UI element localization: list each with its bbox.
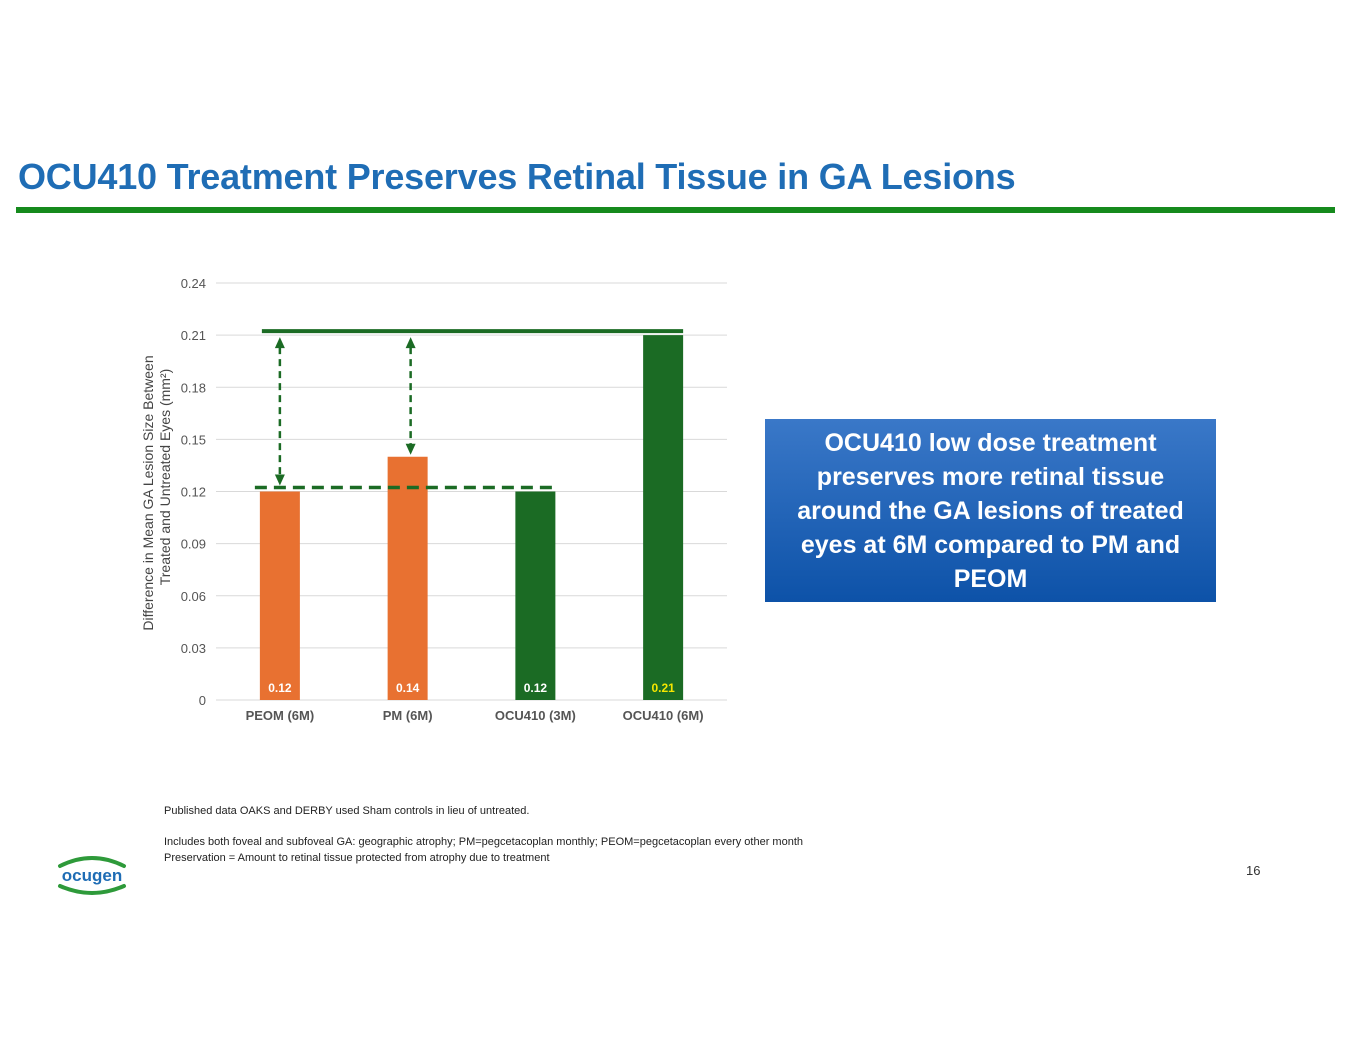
arrowhead-up <box>274 337 285 349</box>
y-tick-label: 0.09 <box>181 537 206 552</box>
y-tick-label: 0.12 <box>181 485 206 500</box>
x-tick-label: OCU410 (6M) <box>623 708 704 723</box>
y-tick-label: 0 <box>199 693 206 708</box>
bar <box>387 456 428 700</box>
footnote-1: Published data OAKS and DERBY used Sham … <box>164 805 530 817</box>
bar <box>643 335 684 700</box>
data-label: 0.12 <box>524 681 548 695</box>
title-divider <box>16 207 1335 213</box>
footnote-3: Preservation = Amount to retinal tissue … <box>164 852 550 864</box>
y-tick-label: 0.24 <box>181 276 206 291</box>
slide-title: OCU410 Treatment Preserves Retinal Tissu… <box>18 156 1016 197</box>
gridlines <box>216 282 727 701</box>
ocugen-logo: ocugen <box>58 856 126 895</box>
y-axis-label-line-1: Difference in Mean GA Lesion Size Betwee… <box>140 355 156 630</box>
y-tick-label: 0.18 <box>181 380 206 395</box>
x-tick-label: PEOM (6M) <box>246 708 315 723</box>
bars <box>259 335 684 700</box>
labels: 0 0.03 0.06 0.09 0.12 0.15 0.18 0.21 0.24 0.12 PEO… <box>181 276 704 723</box>
y-tick-label: 0.15 <box>181 432 206 447</box>
y-tick-label: 0.21 <box>181 328 206 343</box>
y-axis-label-line-2: Treated and Untreated Eyes (mm²) <box>157 369 173 586</box>
y-tick-label: 0.03 <box>181 641 206 656</box>
data-label: 0.14 <box>396 681 420 695</box>
x-tick-label: OCU410 (3M) <box>495 708 576 723</box>
data-label: 0.21 <box>651 681 675 695</box>
arrowhead-down <box>274 474 285 486</box>
bar <box>515 491 556 700</box>
data-label: 0.12 <box>268 681 292 695</box>
bar <box>259 491 300 700</box>
arrowhead-down <box>405 443 416 455</box>
reference-lines <box>254 329 684 490</box>
callout-box: OCU410 low dose treatment preserves more… <box>765 419 1216 602</box>
y-tick-label: 0.06 <box>181 589 206 604</box>
svg-text:ocugen: ocugen <box>62 866 122 885</box>
arrowhead-up <box>405 337 416 349</box>
page-number: 16 <box>1246 863 1261 878</box>
footnote-2: Includes both foveal and subfoveal GA: g… <box>164 836 804 848</box>
callout-text: OCU410 low dose treatment preserves more… <box>797 428 1184 593</box>
x-tick-label: PM (6M) <box>383 708 433 723</box>
